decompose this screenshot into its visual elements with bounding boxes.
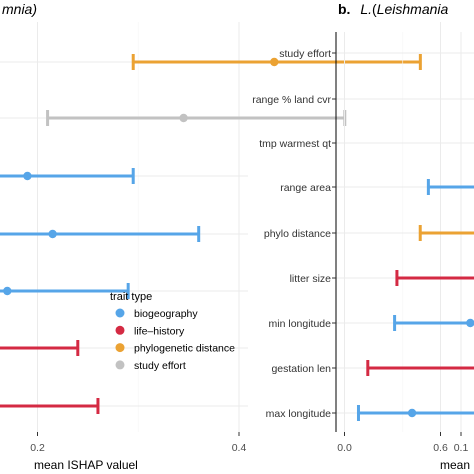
panel-a-errorbar: [131, 54, 422, 70]
legend-entry-label: study effort: [134, 360, 186, 372]
panel-a-x-tick-label: 0.2: [30, 442, 45, 454]
panel-a-x-tick-label: 0.6: [433, 442, 448, 454]
panel-a-mean-point: [3, 286, 12, 296]
panel-a-errorbar: [0, 168, 135, 184]
panel-a-mean-point: [270, 57, 279, 67]
legend-title: trait type: [110, 291, 152, 303]
legend-entry-label: phylogenetic distance: [134, 343, 235, 355]
legend-entry-label: life–history: [134, 325, 185, 337]
legend-swatch: [115, 325, 125, 335]
panel-b-x-axis-title: mean: [440, 458, 470, 472]
panel-b-plot: study effort range % land cvr tmp warmest …: [252, 32, 474, 454]
panel-b-y-category-label: litter size: [290, 273, 332, 285]
panel-b-y-category-label: range area: [280, 182, 331, 194]
panel-a-mean-point: [179, 113, 188, 123]
legend: trait type biogeography life–history phylo…: [110, 291, 235, 372]
panel-b-title-open-paren: (: [372, 1, 377, 17]
panel-a-mean-point: [48, 229, 57, 239]
panel-b-title-species: Leishmania: [377, 1, 449, 17]
panel-a-errorbar: [46, 110, 347, 126]
panel-a-errorbar: [0, 398, 100, 414]
panel-b-errorbar: [418, 225, 474, 241]
panel-b-y-category-label: gestation len: [271, 363, 331, 375]
panel-a-plot: 0.2 0.4 0.6: [0, 22, 448, 454]
panel-b-y-category-label: phylo distance: [264, 228, 331, 240]
panel-b-y-category-label: range % land cvr: [252, 94, 331, 106]
panel-a-mean-point: [23, 171, 32, 181]
panel-a-x-tick-label: 0.4: [232, 442, 247, 454]
legend-swatch: [115, 343, 125, 353]
panel-a-errorbar: [0, 283, 130, 299]
panel-b-errorbar: [366, 360, 474, 376]
panel-b-mean-point: [466, 318, 474, 328]
panel-b-errorbar: [395, 270, 474, 286]
legend-swatch: [115, 360, 125, 370]
panel-b-x-tick-label: 0.1: [454, 442, 469, 454]
panel-a-title: mnia): [2, 1, 37, 17]
panel-b-errorbar: [356, 405, 474, 421]
panel-b-errorbar: [426, 179, 474, 195]
panel-a-errorbar: [0, 340, 80, 356]
panel-b-title-prefix: L.: [360, 1, 372, 17]
panel-b-y-category-label: min longitude: [269, 318, 332, 330]
panel-b-title: b. L.(Leishmania: [338, 1, 449, 17]
panel-b-mean-point: [407, 408, 417, 418]
panel-b-y-category-label: tmp warmest qt: [259, 138, 331, 150]
legend-swatch: [115, 308, 125, 318]
panel-b-label: b.: [338, 1, 350, 17]
panel-a-x-axis-title: mean ISHAP valuel: [34, 458, 138, 472]
legend-entry-label: biogeography: [134, 308, 198, 320]
panel-b-errorbar: [393, 315, 474, 331]
panel-a-errorbar: [0, 226, 201, 242]
panel-b-y-category-label: max longitude: [266, 408, 332, 420]
panel-b-y-category-label: study effort: [279, 48, 331, 60]
panel-b-x-tick-label: 0.0: [337, 442, 352, 454]
